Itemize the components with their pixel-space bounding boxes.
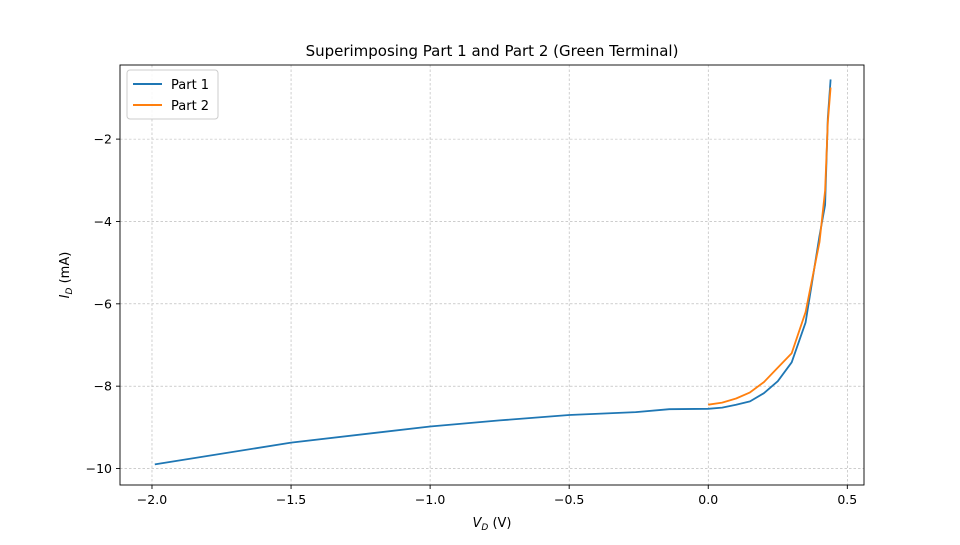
legend-box bbox=[126, 69, 219, 120]
x-axis-ticks: −2.0 −1.5 −1.0 −0.5 0.0 0.5 bbox=[137, 485, 857, 507]
y-axis-label-symbol: I bbox=[58, 294, 73, 298]
x-tick-label: −2.0 bbox=[137, 492, 167, 507]
x-axis-label-unit: (V) bbox=[488, 516, 511, 531]
legend-label-part-2: Part 2 bbox=[171, 99, 209, 114]
series-layer bbox=[154, 79, 832, 466]
legend: Part 1 Part 2 bbox=[126, 69, 219, 120]
y-tick-label: −6 bbox=[94, 296, 112, 311]
plot-frame bbox=[119, 64, 865, 486]
series-line-part-2 bbox=[708, 87, 832, 406]
y-tick-label: −10 bbox=[86, 461, 112, 476]
series-line-part-1 bbox=[154, 79, 832, 466]
x-tick-label: −1.5 bbox=[276, 492, 306, 507]
x-axis-label-symbol: V bbox=[472, 516, 482, 531]
y-tick-label: −4 bbox=[94, 214, 112, 229]
y-tick-label: −8 bbox=[94, 379, 112, 394]
x-axis-label: VD (V) bbox=[472, 516, 511, 533]
legend-label-part-1: Part 1 bbox=[171, 78, 209, 93]
y-axis-label-subscript: D bbox=[65, 287, 75, 294]
x-axis-label-subscript: D bbox=[481, 523, 488, 533]
chart-title: Superimposing Part 1 and Part 2 (Green T… bbox=[306, 42, 679, 60]
y-axis-ticks: −10 −8 −6 −4 −2 bbox=[86, 132, 120, 476]
x-tick-label: −1.0 bbox=[415, 492, 445, 507]
x-tick-label: −0.5 bbox=[554, 492, 584, 507]
grid bbox=[120, 65, 864, 485]
y-tick-label: −2 bbox=[94, 132, 112, 147]
y-axis-label: ID (mA) bbox=[58, 252, 75, 299]
x-tick-label: 0.5 bbox=[837, 492, 857, 507]
y-axis-label-unit: (mA) bbox=[58, 252, 73, 288]
x-tick-label: 0.0 bbox=[698, 492, 718, 507]
